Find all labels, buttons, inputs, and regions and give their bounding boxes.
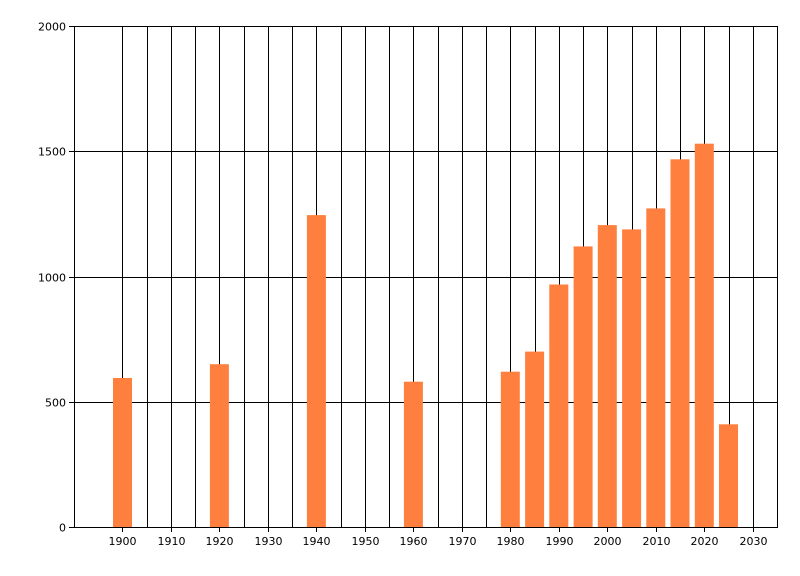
bar: [113, 378, 132, 527]
bar: [403, 381, 423, 527]
bar: [622, 229, 642, 527]
x-tick-label: 2010: [643, 535, 671, 548]
x-tick-label: 1920: [206, 535, 234, 548]
axes: [69, 26, 778, 532]
bar: [306, 215, 326, 527]
x-tick-label: 1910: [158, 535, 186, 548]
bar: [597, 225, 617, 527]
x-tick-label: 1930: [255, 535, 283, 548]
x-tick-label: 2000: [594, 535, 622, 548]
x-tick-label: 1940: [303, 535, 331, 548]
bar: [549, 284, 569, 527]
bars: [113, 143, 738, 528]
x-tick-label: 1960: [400, 535, 428, 548]
x-tick-label: 2030: [740, 535, 768, 548]
x-tick-label: 1970: [449, 535, 477, 548]
bar: [670, 159, 690, 528]
x-tick-label: 1980: [497, 535, 525, 548]
y-tick-label: 1500: [38, 146, 66, 159]
x-tick-label: 1950: [352, 535, 380, 548]
bar: [209, 364, 229, 527]
x-tick-label: 1900: [109, 535, 137, 548]
bar: [573, 246, 593, 527]
y-tick-label: 2000: [38, 21, 66, 34]
tick-labels: 0 500 1000 1500 2000 1900 1910 1920 1930 1940 1950…: [38, 21, 768, 549]
bar: [500, 371, 520, 527]
bar: [694, 143, 714, 527]
y-tick-label: 0: [59, 522, 66, 535]
y-tick-label: 500: [45, 397, 66, 410]
x-tick-label: 1990: [546, 535, 574, 548]
bar: [719, 424, 738, 527]
bar: [646, 208, 666, 527]
x-tick-label: 2020: [691, 535, 719, 548]
y-tick-label: 1000: [38, 272, 66, 285]
bar: [525, 351, 545, 527]
